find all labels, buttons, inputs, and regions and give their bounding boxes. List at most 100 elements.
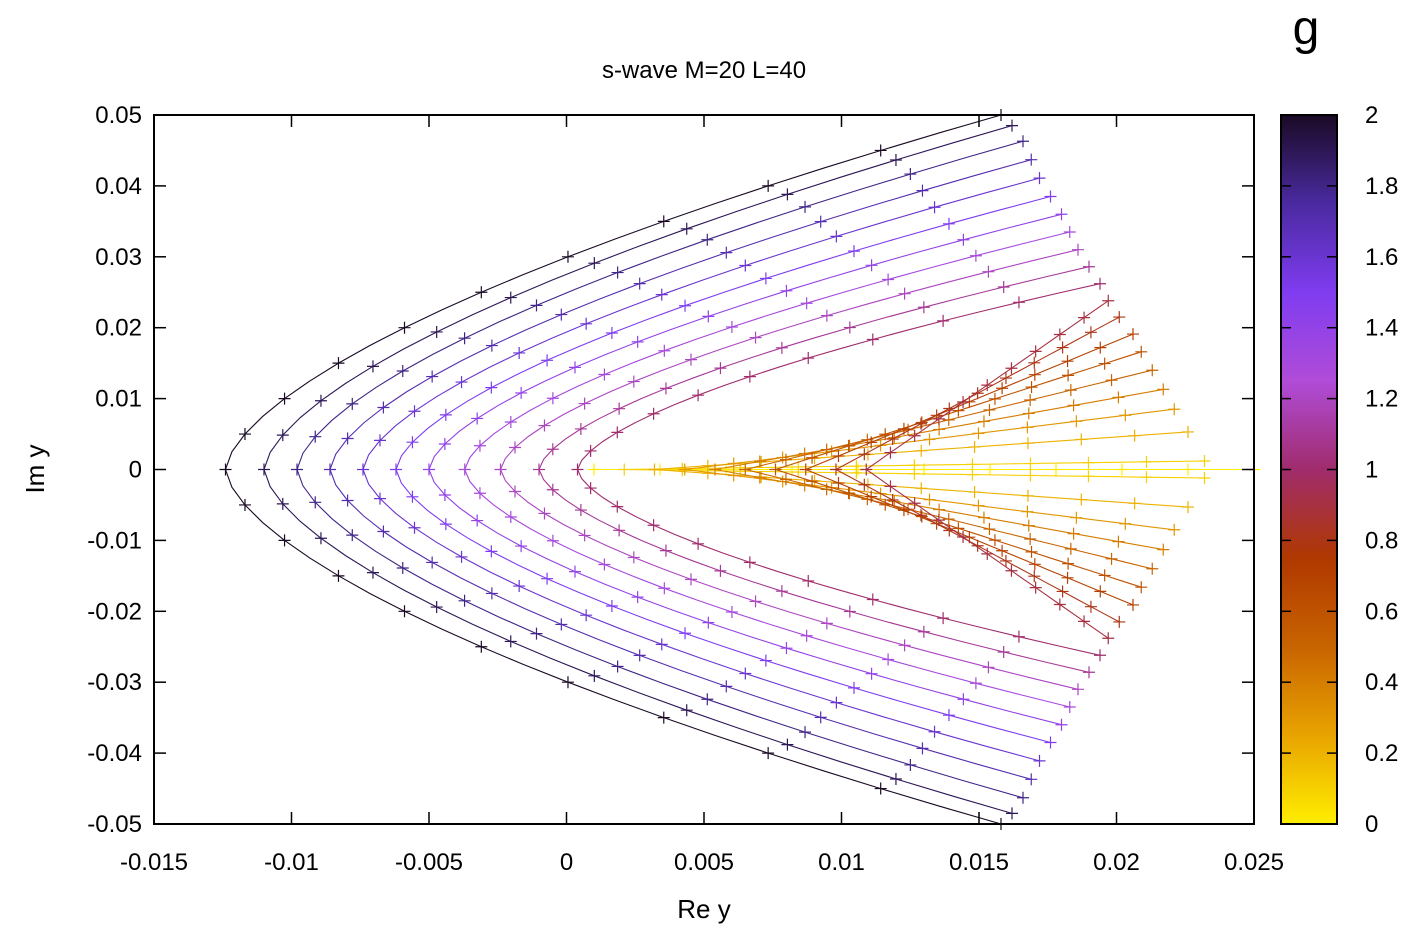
data-point-g-1.3: [546, 534, 559, 547]
data-point-g-0.3: [1070, 511, 1083, 524]
data-point-g-1.1: [917, 625, 930, 638]
data-point-g-0.5: [942, 413, 955, 426]
data-point-g-1.5: [541, 354, 554, 367]
data-point-g-0.6: [1062, 557, 1075, 570]
data-point-g-1.4: [780, 642, 793, 655]
data-point-g-1.5: [679, 627, 692, 640]
data-point-g-0.9: [932, 412, 945, 425]
data-point-g-1.2: [578, 397, 591, 410]
data-point-g-1.6: [928, 201, 941, 214]
data-point-g-1.3: [458, 463, 471, 476]
data-point-g-0.8: [1084, 600, 1097, 613]
data-point-g-0.6: [806, 475, 819, 488]
data-point-g-1.2: [1072, 683, 1084, 696]
data-point-g-0.3: [678, 463, 691, 476]
data-point-g-2: [278, 392, 291, 405]
data-point-g-0.4: [1022, 519, 1035, 532]
data-point-g-0: [984, 463, 996, 476]
data-point-g-0.7: [1061, 571, 1074, 584]
data-point-g-0.2: [968, 440, 981, 453]
data-point-g-0.5: [1064, 384, 1077, 397]
data-point-g-0.4: [933, 423, 946, 436]
data-point-g-1.4: [1055, 208, 1068, 221]
data-point-g-2: [561, 250, 574, 263]
data-point-g-0.9: [908, 429, 921, 442]
data-point-g-2: [332, 569, 345, 582]
data-point-g-0.5: [1146, 364, 1159, 377]
data-point-g-0.8: [914, 417, 927, 430]
data-point-g-0.7: [1094, 341, 1107, 354]
data-point-g-0.5: [820, 483, 833, 496]
colorbar-tick-label: 0: [1365, 811, 1378, 838]
data-point-g-1.8: [904, 168, 917, 181]
x-tick-label: -0.01: [264, 849, 319, 876]
data-point-g-1.2: [685, 573, 698, 586]
y-tick-label: 0.02: [95, 315, 142, 342]
data-point-g-1.5: [1044, 190, 1057, 203]
data-point-g-1.8: [530, 627, 543, 640]
data-point-g-0.2: [915, 482, 928, 495]
data-point-g-1.3: [658, 344, 671, 357]
data-point-g-0.1: [850, 460, 863, 473]
data-point-g-0.9: [981, 547, 994, 560]
data-point-g-1.7: [555, 308, 568, 321]
data-point-g-1.3: [473, 439, 486, 452]
data-point-g-0.8: [914, 509, 927, 522]
data-point-g-1.8: [309, 430, 322, 443]
data-point-g-1.7: [633, 277, 646, 290]
data-point-g-1.4: [569, 361, 582, 374]
data-point-g-0.8: [999, 554, 1012, 567]
data-point-g-1.7: [485, 587, 498, 600]
data-point-g-0.7: [996, 544, 1009, 557]
data-point-g-0.9: [1078, 311, 1091, 324]
data-point-g-1.6: [373, 434, 386, 447]
data-point-g-1.9: [781, 738, 794, 751]
data-series-g-1.5: [390, 190, 1057, 749]
data-point-g-2: [762, 179, 775, 192]
data-point-g-1.6: [513, 346, 526, 359]
colorbar-tick-label: 0.2: [1365, 740, 1398, 767]
y-tick-label: 0: [129, 457, 142, 484]
y-tick-label: -0.01: [87, 527, 142, 554]
data-point-g-1: [571, 463, 584, 476]
data-point-g-0.4: [977, 511, 990, 524]
data-point-g-1.2: [1072, 243, 1084, 256]
data-series-g-1.4: [423, 208, 1068, 731]
data-point-g-2: [874, 144, 887, 157]
data-point-g-1.7: [485, 339, 498, 352]
data-series-g-0.9: [860, 294, 1115, 645]
data-point-g-1.6: [830, 230, 843, 243]
colorbar-tick-label: 2: [1365, 102, 1378, 129]
data-point-g-1.9: [588, 257, 601, 270]
data-point-g-0.7: [1127, 328, 1139, 341]
colorbar-tick-label: 0.8: [1365, 527, 1398, 554]
data-point-g-1.6: [580, 317, 593, 330]
data-point-g-1.6: [655, 638, 668, 651]
data-point-g-2: [475, 286, 488, 299]
data-point-g-1.3: [882, 273, 895, 286]
data-point-g-1.9: [781, 188, 794, 201]
data-point-g-0.8: [971, 539, 984, 552]
data-point-g-0.4: [709, 463, 721, 476]
data-point-g-1.9: [588, 669, 601, 682]
colorbar-tick-label: 1.2: [1365, 386, 1398, 413]
data-point-g-0.7: [1028, 558, 1041, 571]
data-point-g-1.5: [759, 272, 772, 285]
data-point-g-0.5: [779, 453, 792, 466]
data-point-g-1.7: [633, 649, 646, 662]
data-point-g-0.3: [1021, 505, 1034, 518]
data-point-g-1.6: [408, 405, 421, 418]
data-point-g-1.4: [438, 437, 451, 450]
data-point-g-0.8: [1056, 341, 1069, 354]
data-point-g-0.3: [1119, 517, 1132, 530]
data-point-g-1.9: [680, 704, 693, 717]
data-point-g-2: [238, 498, 251, 511]
x-tick-label: 0.02: [1093, 849, 1140, 876]
colorbar-tick-label: 1.4: [1365, 315, 1398, 342]
data-point-g-0.8: [971, 387, 984, 400]
y-tick-label: 0.04: [95, 173, 142, 200]
data-point-g-0.6: [1062, 369, 1075, 382]
data-series-g-1.1: [533, 260, 1095, 679]
data-point-g-0.1: [1082, 470, 1095, 483]
